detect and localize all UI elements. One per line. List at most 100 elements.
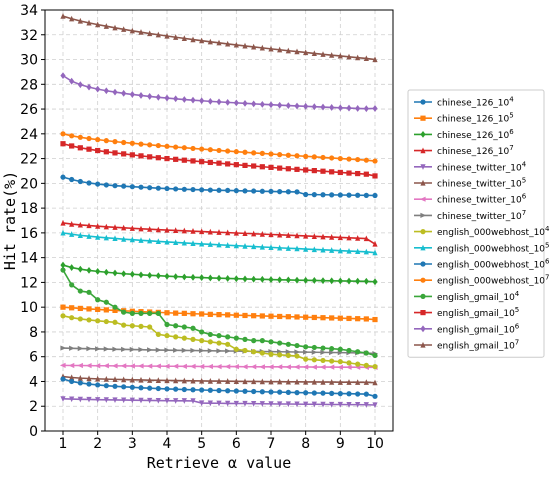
data-point (285, 401, 291, 408)
data-point (112, 319, 118, 325)
data-point (155, 377, 161, 383)
y-tick-label: 10 (20, 300, 38, 316)
data-point (355, 361, 361, 367)
data-point (259, 338, 265, 344)
data-point (155, 347, 162, 353)
data-point (60, 376, 66, 382)
data-point (303, 344, 309, 350)
data-point (251, 43, 257, 50)
data-point (164, 272, 170, 280)
data-point (329, 401, 335, 408)
data-point (69, 143, 75, 149)
data-point (372, 56, 378, 63)
data-point (215, 364, 222, 370)
data-point (155, 142, 161, 149)
data-point (285, 102, 291, 109)
data-point (216, 274, 222, 282)
data-point (355, 248, 361, 255)
data-point (199, 387, 205, 393)
data-point (225, 378, 231, 384)
data-point (164, 185, 170, 192)
data-point (242, 275, 248, 283)
y-tick-label: 32 (20, 28, 38, 44)
data-point (95, 318, 101, 324)
data-point (190, 347, 197, 354)
data-point (164, 238, 170, 245)
data-point (138, 92, 144, 99)
data-point (69, 396, 75, 403)
data-point (69, 15, 75, 22)
legend-marker (420, 131, 426, 138)
data-point (121, 397, 127, 404)
data-point (303, 401, 309, 408)
data-point (311, 349, 318, 355)
legend-label: chinese_twitter_105 (437, 177, 526, 190)
data-point (311, 401, 317, 408)
data-point (77, 81, 83, 89)
data-point (346, 391, 352, 397)
y-tick-label: 16 (20, 226, 38, 242)
data-point (129, 376, 135, 383)
data-point (242, 243, 248, 249)
data-point (346, 402, 352, 408)
data-point (303, 167, 309, 173)
data-point (372, 158, 378, 164)
legend-item: chinese_126_104 (414, 96, 514, 109)
legend-item: chinese_twitter_106 (414, 193, 527, 206)
data-point (302, 364, 309, 370)
data-point (294, 314, 300, 320)
data-point (251, 401, 257, 407)
data-point (69, 374, 75, 381)
data-point (363, 362, 369, 368)
data-point (268, 401, 274, 407)
data-point (112, 346, 119, 352)
legend-marker (420, 310, 426, 316)
data-point (224, 364, 231, 370)
data-point (86, 306, 92, 312)
data-point (103, 397, 109, 403)
data-point (103, 383, 109, 389)
data-point (155, 310, 161, 316)
series-3 (60, 219, 378, 247)
data-point (60, 313, 66, 319)
data-point (363, 171, 369, 177)
data-point (77, 288, 83, 294)
data-point (60, 396, 66, 402)
data-point (155, 93, 161, 101)
data-point (147, 324, 153, 330)
data-point (285, 378, 291, 385)
data-point (103, 234, 109, 241)
data-point (121, 183, 127, 189)
data-point (233, 275, 239, 283)
data-point (329, 378, 335, 385)
data-point (103, 182, 109, 188)
data-point (60, 267, 66, 273)
data-point (207, 97, 213, 105)
data-point (242, 400, 248, 407)
data-point (225, 98, 231, 106)
data-point (207, 387, 213, 393)
data-point (129, 384, 135, 390)
data-point (181, 335, 187, 341)
legend-item: chinese_126_105 (414, 112, 514, 125)
y-tick-label: 34 (20, 3, 38, 19)
data-point (363, 277, 369, 285)
data-point (346, 192, 352, 198)
data-point (216, 400, 222, 407)
data-point (86, 146, 92, 152)
data-point (155, 397, 161, 404)
data-point (242, 99, 248, 107)
series-5 (60, 373, 378, 386)
series-10 (60, 376, 378, 399)
legend-item: english_gmail_106 (414, 322, 520, 335)
data-point (225, 229, 231, 236)
data-point (77, 232, 83, 238)
data-point (199, 187, 205, 193)
data-point (173, 186, 179, 192)
data-point (103, 223, 109, 230)
data-point (242, 149, 248, 155)
legend-item: english_000webhost_105 (414, 241, 550, 254)
data-point (294, 353, 300, 359)
data-point (190, 387, 196, 393)
data-point (233, 346, 239, 352)
